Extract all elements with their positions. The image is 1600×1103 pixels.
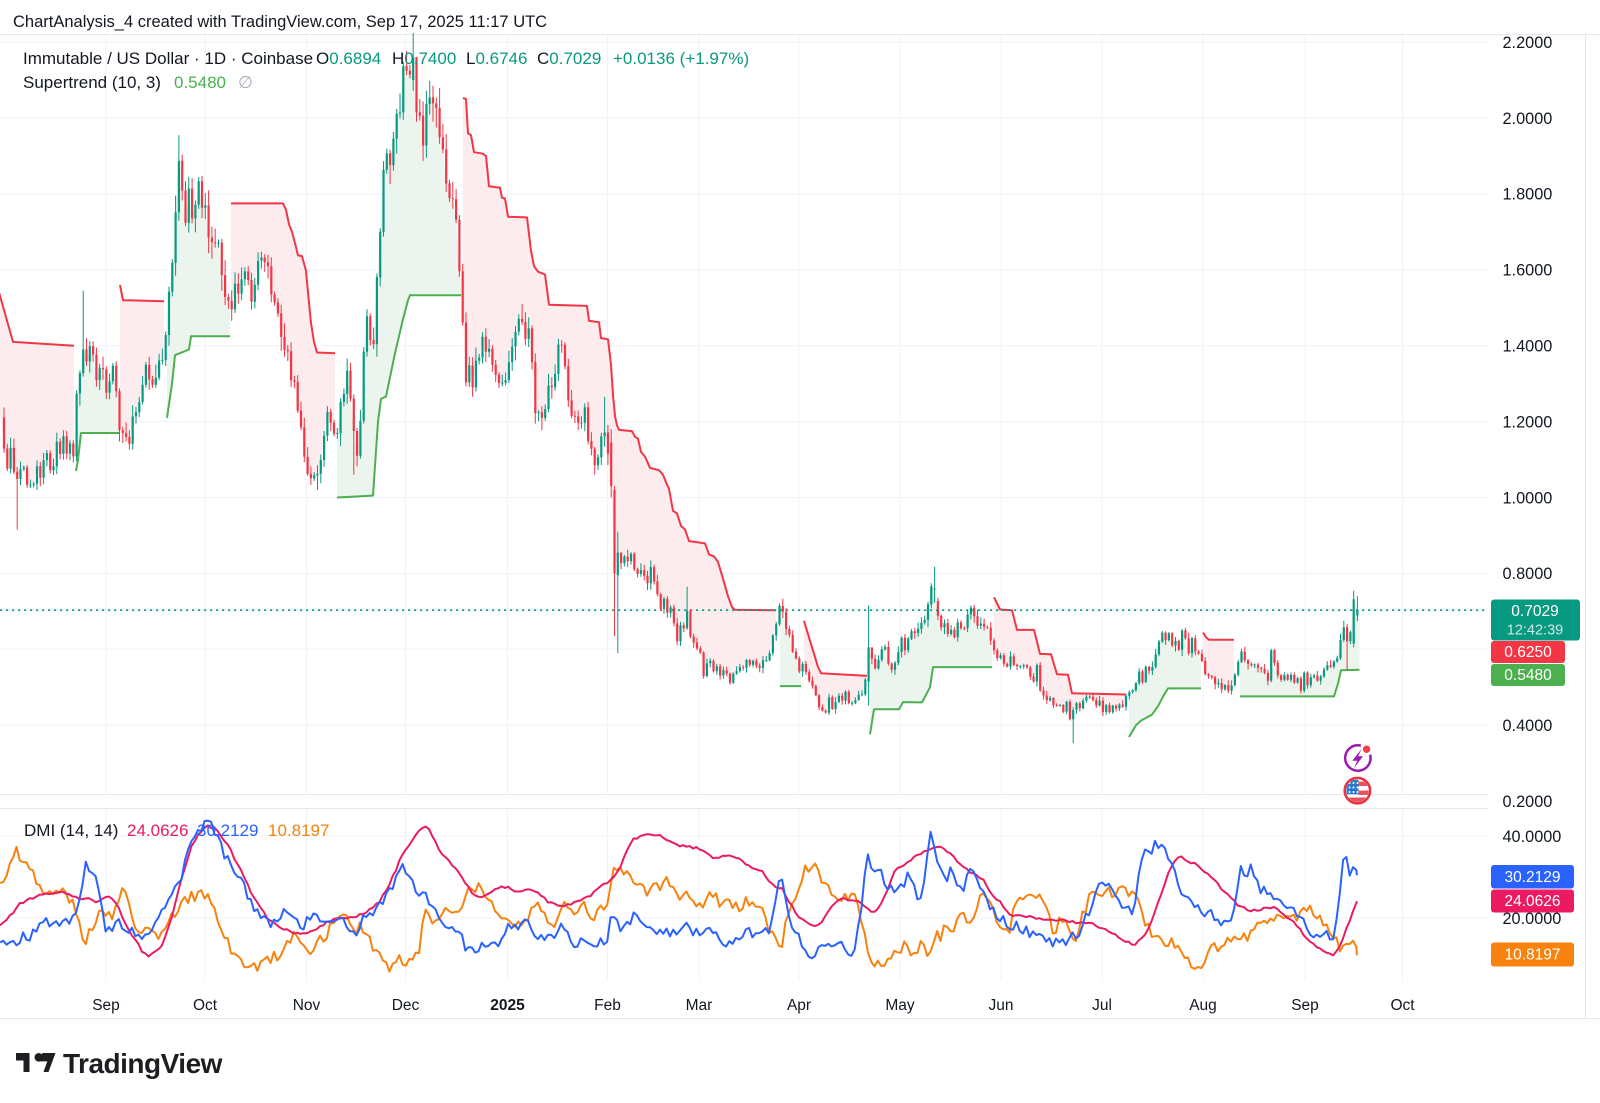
svg-text:Sep: Sep	[1291, 997, 1319, 1014]
svg-text:1.8000: 1.8000	[1503, 186, 1553, 204]
svg-text:2.2000: 2.2000	[1503, 34, 1553, 52]
svg-text:1.4000: 1.4000	[1503, 338, 1553, 356]
svg-text:0.4000: 0.4000	[1503, 717, 1553, 735]
svg-text:Mar: Mar	[686, 997, 713, 1014]
svg-text:Jul: Jul	[1092, 997, 1112, 1014]
svg-text:Sep: Sep	[92, 997, 120, 1014]
svg-text:0.5480: 0.5480	[1504, 667, 1552, 684]
svg-text:Apr: Apr	[787, 997, 811, 1014]
svg-text:12:42:39: 12:42:39	[1507, 623, 1563, 639]
svg-text:1.0000: 1.0000	[1503, 489, 1553, 507]
svg-text:Feb: Feb	[594, 997, 621, 1014]
svg-text:ChartAnalysis_4 created with T: ChartAnalysis_4 created with TradingView…	[13, 13, 547, 31]
svg-text:0.6250: 0.6250	[1504, 644, 1552, 661]
svg-text:Oct: Oct	[193, 997, 218, 1014]
svg-text:Immutable / US Dollar · 1D · C: Immutable / US Dollar · 1D · Coinbase O0.…	[23, 49, 749, 68]
svg-text:Oct: Oct	[1390, 997, 1415, 1014]
svg-text:Nov: Nov	[293, 997, 321, 1014]
svg-text:0.8000: 0.8000	[1503, 565, 1553, 583]
svg-text:Dec: Dec	[392, 997, 420, 1014]
svg-text:TradingView: TradingView	[63, 1048, 223, 1079]
svg-text:0.7029: 0.7029	[1511, 603, 1558, 620]
svg-text:1.6000: 1.6000	[1503, 262, 1553, 280]
svg-text:20.0000: 20.0000	[1503, 910, 1562, 928]
svg-text:1.2000: 1.2000	[1503, 413, 1553, 431]
svg-text:Supertrend (10, 3)0.5480∅: Supertrend (10, 3) 0.5480 ∅	[23, 73, 253, 92]
svg-text:0.2000: 0.2000	[1503, 793, 1553, 811]
svg-text:2025: 2025	[490, 997, 525, 1014]
svg-text:Jun: Jun	[989, 997, 1014, 1014]
svg-text:10.8197: 10.8197	[1504, 947, 1560, 964]
svg-text:40.0000: 40.0000	[1503, 828, 1562, 846]
svg-text:2.0000: 2.0000	[1503, 110, 1553, 128]
svg-text:May: May	[885, 997, 915, 1014]
svg-text:30.2129: 30.2129	[1504, 869, 1560, 886]
svg-text:Aug: Aug	[1189, 997, 1217, 1014]
svg-text:24.0626: 24.0626	[1504, 893, 1560, 910]
